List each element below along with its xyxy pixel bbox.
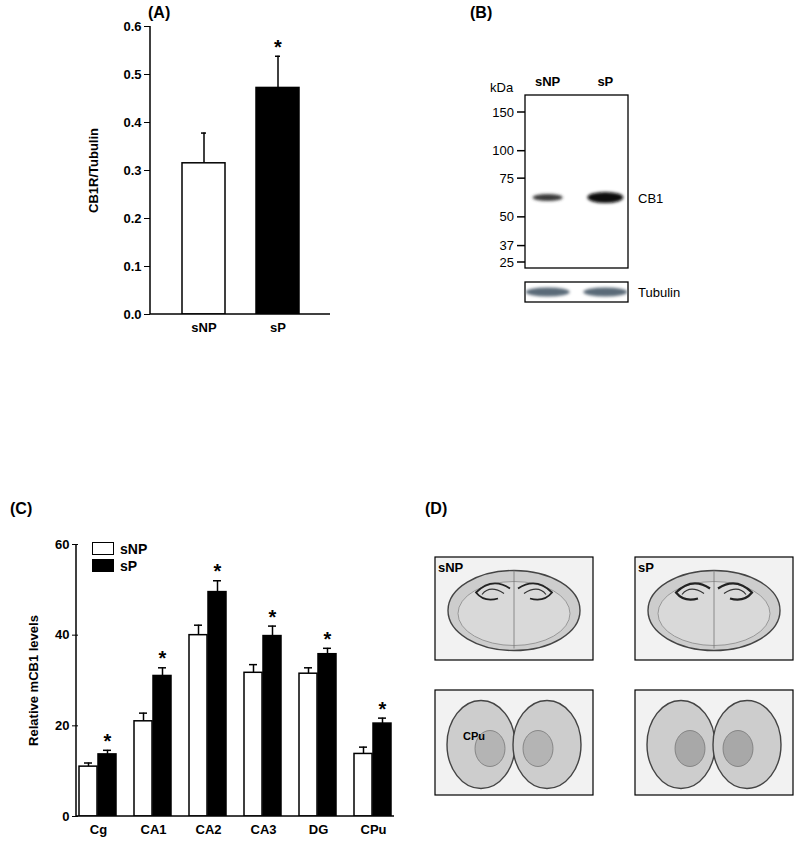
- svg-text:0.1: 0.1: [123, 259, 141, 274]
- svg-text:0.5: 0.5: [123, 67, 141, 82]
- svg-text:0.6: 0.6: [123, 19, 141, 34]
- svg-text:sNP: sNP: [438, 560, 464, 575]
- svg-text:CB1R/Tubulin: CB1R/Tubulin: [86, 128, 101, 213]
- svg-text:sNP: sNP: [535, 74, 561, 89]
- svg-text:75: 75: [500, 171, 514, 186]
- svg-text:50: 50: [500, 209, 514, 224]
- svg-text:60: 60: [55, 537, 69, 552]
- svg-text:*: *: [274, 36, 282, 58]
- html-text:sP: sP: [120, 557, 138, 574]
- svg-text:0: 0: [62, 809, 69, 824]
- svg-text:*: *: [324, 628, 332, 650]
- svg-text:25: 25: [500, 255, 514, 270]
- svg-text:Relative mCB1 levels: Relative mCB1 levels: [26, 615, 41, 746]
- svg-text:0.4: 0.4: [123, 115, 142, 130]
- svg-text:*: *: [379, 698, 387, 720]
- html-text:(B): (B): [470, 4, 493, 21]
- svg-text:*: *: [269, 606, 277, 628]
- svg-text:CPu: CPu: [463, 730, 485, 742]
- svg-text:sP: sP: [638, 560, 654, 575]
- html-text:(A): (A): [148, 4, 171, 21]
- svg-text:sP: sP: [270, 320, 286, 335]
- svg-text:37: 37: [500, 238, 514, 253]
- svg-text:*: *: [214, 560, 222, 582]
- svg-text:40: 40: [55, 627, 69, 642]
- svg-text:Cg: Cg: [90, 822, 107, 837]
- svg-text:*: *: [104, 730, 112, 752]
- svg-text:0.0: 0.0: [123, 307, 141, 322]
- svg-text:*: *: [159, 647, 167, 669]
- svg-text:kDa: kDa: [490, 80, 514, 95]
- svg-text:150: 150: [492, 105, 514, 120]
- svg-text:CA1: CA1: [140, 822, 166, 837]
- html-text:sNP: sNP: [120, 540, 148, 557]
- svg-text:100: 100: [492, 143, 514, 158]
- svg-text:CA2: CA2: [195, 822, 221, 837]
- svg-text:CA3: CA3: [250, 822, 276, 837]
- svg-text:Tubulin: Tubulin: [638, 285, 680, 300]
- svg-text:CPu: CPu: [361, 822, 387, 837]
- svg-text:0.3: 0.3: [123, 163, 141, 178]
- svg-text:sP: sP: [597, 74, 613, 89]
- html-text:(D): (D): [425, 500, 448, 517]
- svg-text:DG: DG: [309, 822, 329, 837]
- svg-text:sNP: sNP: [191, 320, 217, 335]
- svg-text:20: 20: [55, 718, 69, 733]
- svg-text:0.2: 0.2: [123, 211, 141, 226]
- html-text:(C): (C): [10, 500, 33, 517]
- svg-text:CB1: CB1: [638, 191, 663, 206]
